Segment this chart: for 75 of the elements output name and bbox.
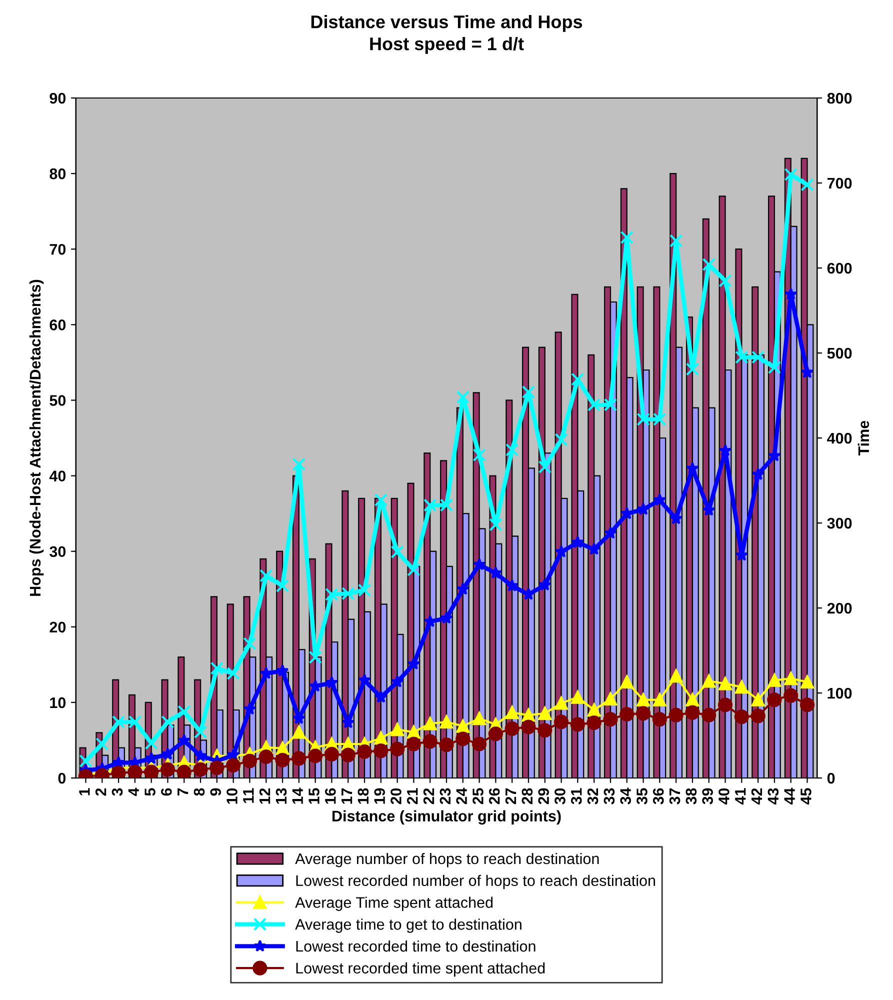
y2-tick-label: 600 <box>827 262 852 274</box>
legend-label: Lowest recorded time spent attached <box>296 962 545 977</box>
x-tick-label: 42 <box>751 788 762 804</box>
y-tick-label: 90 <box>50 92 66 104</box>
x-tick-label: 28 <box>522 788 533 804</box>
x-tick-label: 19 <box>374 788 386 804</box>
legend-label: Lowest recorded number of hops to reach destination <box>296 874 656 890</box>
legend-label: Lowest recorded time to destination <box>296 940 536 952</box>
x-tick-label: 7 <box>178 788 188 796</box>
x-tick-label: 35 <box>636 788 648 804</box>
x-tick-label: 39 <box>702 788 713 804</box>
y2-axis-title: Time <box>858 420 870 456</box>
x-tick-label: 33 <box>604 788 615 804</box>
x-tick-label: 22 <box>423 788 434 804</box>
x-tick-label: 4 <box>128 788 139 796</box>
y-tick-label: 80 <box>50 168 66 180</box>
x-tick-label: 16 <box>324 788 336 804</box>
x-tick-label: 20 <box>390 788 402 804</box>
x-tick-label: 30 <box>554 788 566 804</box>
x-tick-label: 27 <box>505 788 516 804</box>
legend-label: Average number of hops to reach destination <box>295 852 599 868</box>
chart-subtitle: Host speed = 1 d/t <box>370 37 524 54</box>
x-tick-label: 36 <box>652 788 664 804</box>
x-tick-label: 37 <box>669 788 680 804</box>
y2-tick-label: 0 <box>827 772 835 784</box>
x-tick-label: 38 <box>686 788 697 804</box>
x-tick-label: 15 <box>308 788 320 804</box>
x-tick-label: 10 <box>226 788 238 804</box>
x-tick-label: 29 <box>538 788 549 804</box>
x-tick-label: 31 <box>570 788 582 804</box>
x-tick-label: 43 <box>768 788 779 804</box>
y2-tick-label: 100 <box>828 688 852 699</box>
y-tick-label: 40 <box>49 470 66 482</box>
x-tick-label: 12 <box>259 788 270 804</box>
x-tick-label: 34 <box>620 788 631 804</box>
legend-label: Average time to get to destination <box>295 918 522 933</box>
x-tick-label: 45 <box>800 788 812 804</box>
x-tick-label: 21 <box>406 788 418 804</box>
x-tick-label: 3 <box>112 788 123 796</box>
legend-label: Average Time spent attached <box>295 896 493 911</box>
x-tick-label: 24 <box>456 788 467 804</box>
y-tick-label: 10 <box>50 697 66 708</box>
x-tick-label: 9 <box>210 788 222 796</box>
y-tick-label: 20 <box>50 622 66 633</box>
x-tick-label: 1 <box>79 788 90 796</box>
x-tick-label: 6 <box>161 788 172 796</box>
x-tick-label: 25 <box>472 788 484 804</box>
y-tick-label: 60 <box>50 320 66 330</box>
x-tick-label: 2 <box>95 788 106 796</box>
x-tick-label: 5 <box>144 788 156 796</box>
y2-tick-label: 300 <box>827 518 852 529</box>
x-tick-label: 8 <box>194 788 205 796</box>
x-tick-label: 18 <box>358 788 369 804</box>
x-tick-label: 23 <box>440 788 451 804</box>
chart-title: Distance versus Time and Hops <box>311 15 582 32</box>
y2-tick-label: 700 <box>827 178 852 189</box>
y-tick-label: 30 <box>50 546 66 558</box>
x-axis-title: Distance (simulator grid points) <box>332 810 561 825</box>
x-tick-label: 13 <box>276 788 287 804</box>
x-tick-label: 17 <box>342 788 352 804</box>
y-tick-label: 50 <box>50 395 66 406</box>
x-tick-label: 11 <box>243 788 254 803</box>
y-tick-label: 0 <box>58 772 66 784</box>
x-tick-label: 41 <box>735 788 746 804</box>
y2-tick-label: 800 <box>827 92 852 104</box>
x-tick-label: 40 <box>718 788 730 804</box>
x-tick-label: 14 <box>292 788 303 804</box>
y2-tick-label: 400 <box>827 432 852 444</box>
x-tick-label: 44 <box>784 788 795 804</box>
y-axis-title: Hops (Node-Host Attachment/Detachments) <box>29 280 44 596</box>
x-tick-label: 26 <box>488 788 500 804</box>
y2-tick-label: 500 <box>827 348 852 359</box>
x-tick-label: 32 <box>587 788 598 804</box>
y2-tick-label: 200 <box>827 602 852 614</box>
y-tick-label: 70 <box>50 244 66 255</box>
